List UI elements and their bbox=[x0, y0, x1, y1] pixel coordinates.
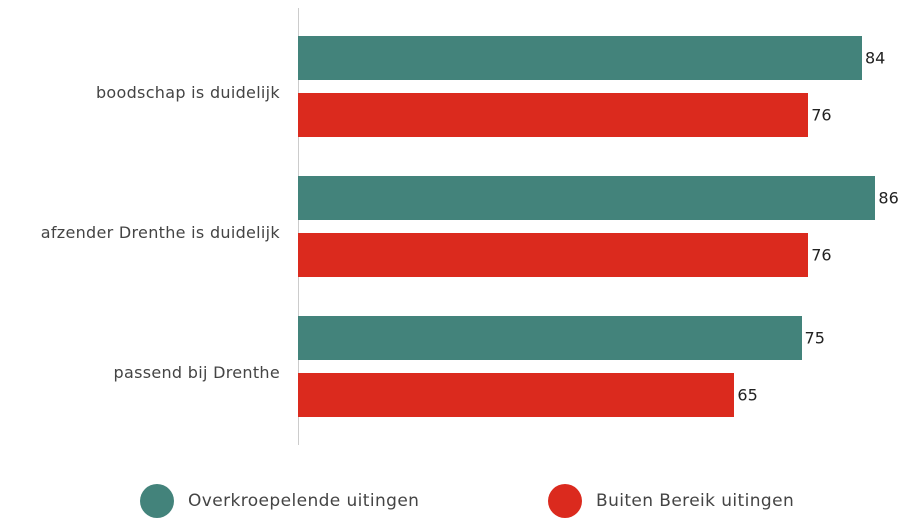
category-label: passend bij Drenthe bbox=[113, 363, 280, 382]
value-label: 76 bbox=[811, 245, 832, 265]
bar bbox=[298, 373, 735, 417]
axis-line bbox=[298, 8, 299, 445]
legend-item: Overkroepelende uitingen bbox=[140, 484, 419, 518]
bar bbox=[298, 176, 876, 220]
value-label: 75 bbox=[804, 328, 825, 348]
legend-swatch bbox=[140, 484, 174, 518]
value-label: 65 bbox=[737, 385, 758, 405]
category-label: afzender Drenthe is duidelijk bbox=[40, 223, 280, 242]
value-label: 86 bbox=[878, 188, 899, 208]
bar bbox=[298, 36, 862, 80]
value-label: 76 bbox=[811, 105, 832, 125]
legend-label: Buiten Bereik uitingen bbox=[596, 491, 795, 511]
bar bbox=[298, 233, 809, 277]
legend-item: Buiten Bereik uitingen bbox=[548, 484, 794, 518]
category-label: boodschap is duidelijk bbox=[95, 83, 280, 102]
bar bbox=[298, 93, 809, 137]
legend-swatch bbox=[548, 484, 582, 518]
legend-label: Overkroepelende uitingen bbox=[188, 491, 420, 511]
value-label: 84 bbox=[864, 48, 886, 68]
bar bbox=[298, 316, 802, 360]
